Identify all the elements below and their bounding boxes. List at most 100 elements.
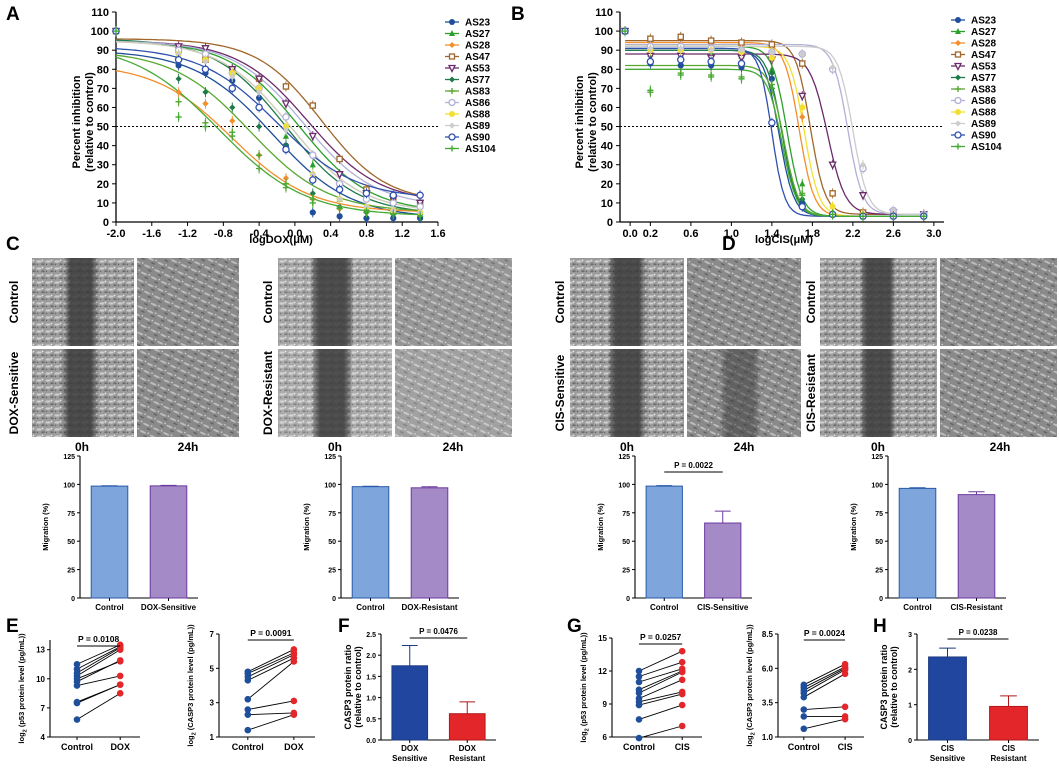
data-point [448,98,456,107]
data-point [448,53,456,60]
y-tick-label: 125 [324,454,336,461]
x-category-label: Control [788,742,820,752]
b-y-axis-label-line2: (relative to control) [587,72,599,172]
x-category-label: CIS [675,742,690,752]
data-point [738,39,745,46]
y-tick-label: 1 [908,703,912,710]
paired-plot-g-p53: 6 9 12 15 Control CIS P = 0.0257 log2 (p53 prot… [579,632,702,752]
p-value-label: P = 0.0022 [674,461,713,470]
data-point [449,145,455,152]
data-point [229,104,236,111]
data-point [174,55,183,64]
x-category-label: CIS [838,742,853,752]
data-point [677,71,684,79]
treated-point [678,647,686,655]
pair-line [247,661,295,700]
data-point [449,122,455,129]
bar [448,713,486,741]
data-point [859,161,867,168]
control-point [635,673,643,680]
paired-plot-e-p53: 4 7 10 13 Control DOX P = 0.0108 log2 (p53 prot… [17,633,140,752]
y-tick-label: 5 [210,664,215,673]
fit-curve-as47 [625,39,924,216]
row-label-control-d2: Control [804,281,818,324]
x-tick-label: 0.0 [622,228,637,240]
data-point [229,73,236,81]
y-tick-label: 0 [626,596,630,603]
y-tick-label: 15 [598,634,607,643]
legend-label-as86: AS86 [971,96,996,107]
data-point [859,213,867,220]
y-label-part: log [579,731,588,743]
data-point [768,41,776,48]
x-category-label: CIS-Resistant [950,603,1002,612]
micrograph-d-control-24h [687,258,801,346]
fit-curve-as23 [625,49,924,217]
treated-point [290,709,298,717]
scratch-gap [310,258,354,346]
data-point [389,199,398,207]
panel-label-h: H [873,616,887,637]
y-tick-label: 0.5 [366,717,376,724]
data-point [953,62,963,71]
data-point [363,203,370,210]
data-point [416,191,424,200]
x-tick-label: 1.4 [764,228,780,240]
y-tick-label: 4 [41,733,46,742]
fit-curve-as47 [116,38,421,197]
data-point [449,76,455,83]
bar [957,494,996,599]
pair-line [638,704,683,720]
fit-curve-as88 [115,41,421,209]
pair-line [247,712,294,716]
row-label-dox-resistant: DOX-Resistant [261,351,275,435]
micrograph-set-d-sensitive [570,258,801,437]
data-point [737,59,746,68]
bar-chart-c-resistant: 0 25 50 75 100 125 Control DOX-Resistant Migrati… [302,454,459,612]
treated-point [678,658,686,666]
bar [351,486,390,599]
y-tick-label: 90 [601,45,613,57]
a-x-axis-label: logDOX(μM) [249,234,313,246]
dose-response-chart-cis: 0 10 20 30 40 50 60 70 80 90 100 110 0.0 0.2 0.6 1.0 1.… [574,7,1002,246]
x-tick-label: 0.0 [287,228,302,240]
pair-line [76,692,121,720]
data-point [417,213,424,220]
control-point [635,678,643,686]
data-point [202,123,209,130]
pair-line [638,650,683,672]
bar-chart-f: 0.00.51.01.52.02.5DOXSensitiveDOXResista… [343,627,496,763]
time-label-24h: 24h [990,440,1011,454]
y-tick-label: 1 [210,733,215,742]
p-value-label: P = 0.0091 [250,628,291,638]
scratch-gap [720,349,760,437]
x-tick-label: -0.8 [214,228,233,240]
y-tick-label: 50 [601,122,613,134]
y-tick-label: 50 [622,539,630,546]
panel-label-e: E [6,616,19,637]
pair-line [247,652,295,674]
time-label-24h: 24h [443,440,464,454]
treated-point [290,646,298,653]
micrograph-c-resistant-24h [395,349,512,437]
treated-point [841,713,849,720]
scratch-gap [608,258,646,346]
fit-curve-as83 [115,54,421,212]
data-point [647,35,654,42]
data-point [955,86,961,92]
x-tick-label: 1.0 [724,228,739,240]
control-point [800,725,808,733]
y-tick-label: 8.5 [762,630,774,639]
y-label-subscript: 2 [585,728,591,731]
control-point [635,695,643,702]
data-point [829,190,836,197]
scratch-gap [64,258,98,346]
y-tick-label: 50 [97,122,109,134]
treated-point [678,701,686,709]
y-tick-label: 70 [601,83,613,95]
control-point [244,711,252,718]
control-point [800,706,808,713]
legend-label-as23: AS23 [971,16,996,27]
data-point [768,69,775,77]
data-point [677,33,685,41]
